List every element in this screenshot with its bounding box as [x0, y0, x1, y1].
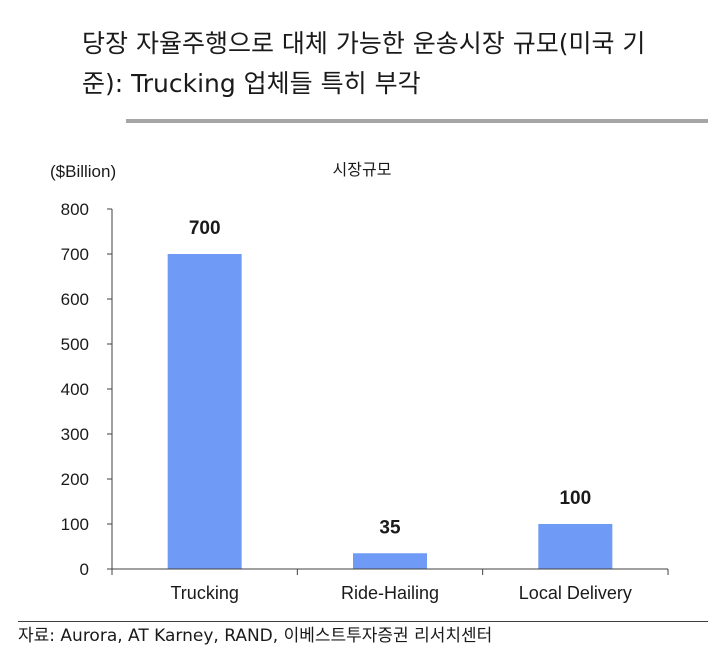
x-tick-label: Ride-Hailing [341, 583, 439, 603]
x-axis: Trucking Ride-Hailing Local Delivery [111, 568, 669, 603]
y-axis: 0 100 200 300 400 500 600 700 800 [61, 200, 113, 579]
y-tick-label: 100 [61, 515, 89, 534]
y-tick-label: 200 [61, 470, 89, 489]
page-title: 당장 자율주행으로 대체 가능한 운송시장 규모(미국 기준): Truckin… [82, 29, 646, 98]
y-tick-label: 700 [61, 245, 89, 264]
y-tick-label: 300 [61, 425, 89, 444]
footer-divider [18, 621, 708, 622]
chart-title: 시장규모 [333, 160, 392, 179]
source-note: 자료: Aurora, AT Karney, RAND, 이베스트투자증권 리서… [18, 626, 493, 646]
x-tick-label: Trucking [170, 583, 238, 603]
bar-chart: ($Billion) 시장규모 0 100 200 300 400 500 600 700 80… [50, 160, 669, 603]
title-divider [126, 119, 708, 123]
y-tick-label: 500 [61, 335, 89, 354]
y-tick-label: 0 [80, 560, 89, 579]
x-tick-label: Local Delivery [519, 583, 632, 603]
bar [353, 553, 427, 569]
y-tick-label: 800 [61, 200, 89, 219]
bar [538, 524, 613, 569]
bar [167, 254, 242, 569]
y-tick-label: 400 [61, 380, 89, 399]
data-label: 35 [379, 517, 401, 538]
y-tick-label: 600 [61, 290, 89, 309]
bar-series: 700 35 100 [167, 218, 613, 569]
y-axis-unit-label: ($Billion) [50, 162, 116, 181]
data-label: 100 [559, 488, 591, 509]
data-label: 700 [189, 218, 221, 239]
